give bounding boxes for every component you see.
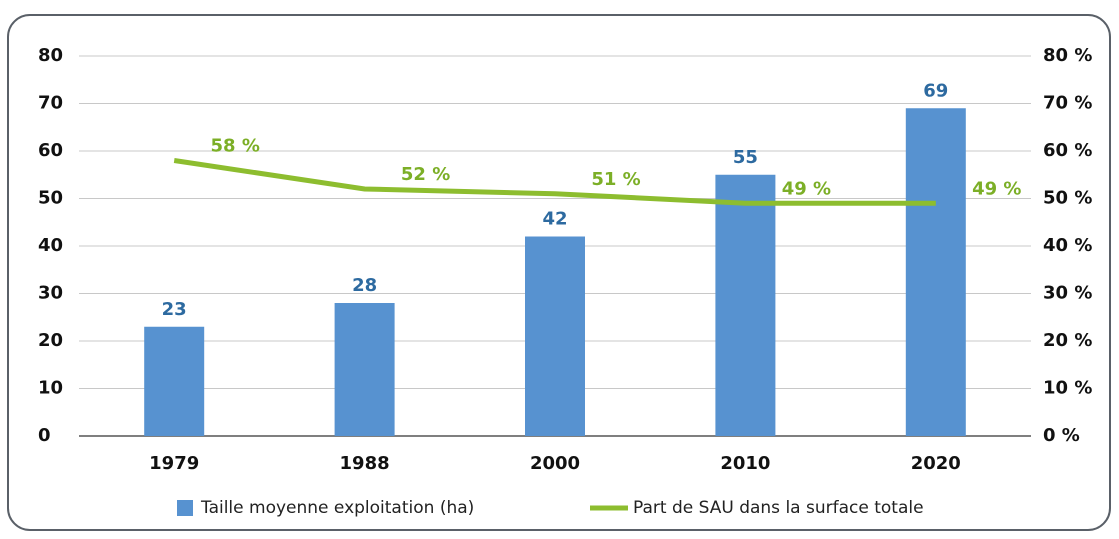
y2-tick-label: 0 % xyxy=(1043,425,1080,446)
line xyxy=(173,158,936,206)
bar-value-label: 69 xyxy=(923,80,948,101)
x-tick-label: 1979 xyxy=(149,453,199,474)
line-value-label: 49 % xyxy=(782,178,831,199)
y-tick-label: 30 xyxy=(38,283,63,304)
y2-tick-label: 10 % xyxy=(1043,378,1092,399)
y2-tick-label: 50 % xyxy=(1043,188,1092,209)
y-tick-label: 50 xyxy=(38,188,63,209)
line-value-label: 58 % xyxy=(211,136,260,157)
x-tick-label: 2010 xyxy=(720,453,770,474)
y-tick-label: 20 xyxy=(38,330,63,351)
x-tick-label: 2020 xyxy=(911,453,961,474)
bar xyxy=(905,108,966,436)
y-tick-label: 60 xyxy=(38,140,63,161)
bar xyxy=(334,303,395,436)
line-value-label: 52 % xyxy=(401,164,450,185)
bar-value-label: 28 xyxy=(352,275,377,296)
y2-tick-label: 40 % xyxy=(1043,235,1092,256)
y2-tick-label: 80 % xyxy=(1043,45,1092,66)
bar-value-label: 55 xyxy=(733,147,758,168)
y-tick-label: 40 xyxy=(38,235,63,256)
y-tick-label: 70 xyxy=(38,93,63,114)
y2-tick-label: 60 % xyxy=(1043,140,1092,161)
y2-tick-label: 70 % xyxy=(1043,93,1092,114)
bar xyxy=(525,236,585,436)
line-value-label: 51 % xyxy=(591,169,640,190)
bar xyxy=(144,326,205,436)
x-tick-label: 1988 xyxy=(340,453,390,474)
y-tick-label: 80 xyxy=(38,45,63,66)
legend-swatch xyxy=(177,500,193,516)
bar xyxy=(715,174,776,436)
legend-label: Taille moyenne exploitation (ha) xyxy=(200,498,474,518)
y-tick-label: 0 xyxy=(38,425,51,446)
bar-value-label: 23 xyxy=(162,299,187,320)
y2-tick-label: 30 % xyxy=(1043,283,1092,304)
bar-value-label: 42 xyxy=(542,209,567,230)
line-value-label: 49 % xyxy=(972,178,1021,199)
y2-tick-label: 20 % xyxy=(1043,330,1092,351)
legend-label: Part de SAU dans la surface totale xyxy=(633,498,924,518)
x-tick-label: 2000 xyxy=(530,453,580,474)
y-tick-label: 10 xyxy=(38,378,63,399)
